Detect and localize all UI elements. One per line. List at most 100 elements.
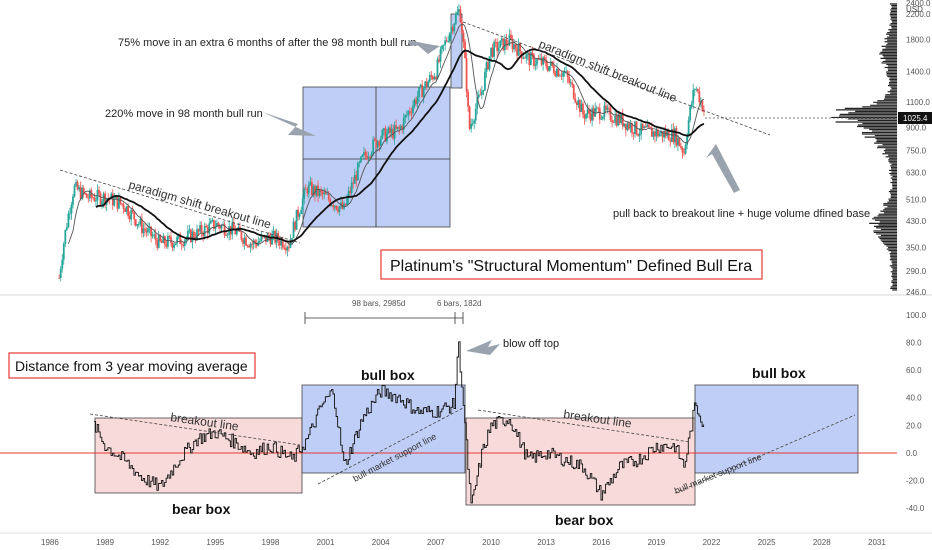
price-candle bbox=[493, 39, 496, 62]
price-candle bbox=[442, 44, 445, 52]
price-candle bbox=[144, 222, 146, 237]
price-tick-2200: 2200.0 bbox=[906, 10, 931, 19]
price-candle bbox=[160, 239, 163, 244]
price-candle bbox=[70, 202, 73, 220]
price-candle bbox=[251, 240, 254, 251]
price-tick-246: 246.0 bbox=[906, 288, 927, 297]
price-candle bbox=[128, 211, 131, 223]
arrow-blowoff bbox=[466, 340, 500, 355]
price-candle bbox=[249, 241, 252, 253]
price-tick-1400: 1400.0 bbox=[906, 67, 931, 76]
price-candle bbox=[551, 61, 554, 68]
price-candle bbox=[421, 79, 424, 98]
price-candle bbox=[140, 213, 143, 238]
price-candle bbox=[344, 203, 347, 206]
price-tick-1100: 1100.0 bbox=[906, 98, 930, 107]
price-candle bbox=[361, 153, 364, 158]
price-candle bbox=[683, 148, 685, 157]
price-candle bbox=[64, 229, 67, 247]
price-candle bbox=[95, 195, 97, 207]
price-candle bbox=[310, 178, 313, 197]
price-candle bbox=[58, 274, 61, 279]
price-candle bbox=[444, 35, 447, 51]
price-candle bbox=[462, 29, 465, 48]
price-candle bbox=[427, 79, 430, 87]
price-candle bbox=[133, 211, 136, 226]
price-candle bbox=[173, 242, 175, 252]
price-candle bbox=[519, 42, 522, 56]
price-candle bbox=[689, 105, 692, 123]
price-candle bbox=[312, 184, 315, 198]
price-candle bbox=[583, 109, 586, 125]
price-candle bbox=[119, 197, 122, 206]
price-candle bbox=[353, 168, 356, 184]
moving-average-thin bbox=[67, 23, 705, 245]
price-candle bbox=[96, 184, 99, 207]
time-tick-2016: 2016 bbox=[592, 538, 610, 547]
price-candle bbox=[595, 105, 598, 113]
price-candle bbox=[451, 24, 454, 35]
price-candle bbox=[496, 38, 499, 58]
price-candle bbox=[147, 222, 149, 236]
time-tick-1992: 1992 bbox=[151, 538, 169, 547]
price-candle bbox=[637, 133, 639, 137]
price-candle bbox=[680, 142, 682, 150]
price-candle bbox=[154, 228, 157, 245]
price-candle bbox=[534, 59, 537, 71]
price-candle bbox=[614, 110, 617, 126]
price-candle bbox=[93, 193, 96, 202]
price-candle bbox=[482, 89, 485, 96]
price-candle bbox=[300, 206, 303, 215]
price-candle bbox=[61, 254, 64, 273]
price-candle bbox=[176, 234, 179, 247]
price-bull-box-1 bbox=[302, 86, 451, 228]
price-candle bbox=[384, 125, 387, 143]
price-candle bbox=[317, 180, 319, 203]
price-candle bbox=[458, 4, 460, 16]
price-candle bbox=[609, 104, 612, 122]
price-candle bbox=[330, 204, 333, 207]
price-candle bbox=[145, 227, 148, 237]
price-candle bbox=[542, 56, 545, 71]
osc-bear-box-2 bbox=[465, 417, 696, 506]
price-candle bbox=[464, 39, 466, 59]
bear-box-label-1: bear box bbox=[172, 501, 231, 517]
price-candle bbox=[372, 135, 375, 157]
price-candle bbox=[559, 73, 561, 77]
price-candle bbox=[398, 124, 401, 135]
bear-box-label-2: bear box bbox=[555, 512, 614, 528]
price-candle bbox=[632, 132, 635, 140]
osc-bull-box-2 bbox=[694, 384, 859, 474]
price-candle bbox=[585, 113, 587, 122]
price-candle bbox=[245, 235, 247, 247]
price-candle bbox=[681, 146, 684, 159]
price-candle bbox=[657, 127, 659, 139]
price-candle bbox=[670, 124, 673, 143]
price-candle bbox=[484, 67, 486, 92]
price-candle bbox=[485, 60, 488, 78]
price-axis-unit: USD bbox=[906, 5, 923, 14]
price-candle bbox=[692, 83, 695, 109]
time-tick-2022: 2022 bbox=[703, 538, 721, 547]
price-candle bbox=[586, 103, 589, 118]
price-candle bbox=[373, 137, 376, 142]
price-candle bbox=[286, 245, 289, 257]
price-candle bbox=[536, 57, 538, 70]
price-candle bbox=[565, 65, 568, 74]
time-tick-2004: 2004 bbox=[372, 538, 390, 547]
price-candle bbox=[658, 131, 661, 137]
price-candle bbox=[211, 217, 214, 223]
price-candle bbox=[72, 193, 74, 209]
price-candle bbox=[545, 54, 548, 70]
price-candle bbox=[430, 70, 433, 81]
price-candle bbox=[79, 181, 82, 201]
price-candle bbox=[533, 53, 535, 70]
price-candle bbox=[436, 56, 439, 80]
price-candle bbox=[510, 30, 512, 41]
price-tick-900: 900.0 bbox=[906, 123, 927, 132]
price-candle bbox=[454, 11, 457, 26]
price-candle bbox=[693, 88, 696, 97]
price-candle bbox=[352, 177, 355, 189]
price-candle bbox=[507, 39, 509, 51]
price-candle bbox=[188, 224, 191, 234]
